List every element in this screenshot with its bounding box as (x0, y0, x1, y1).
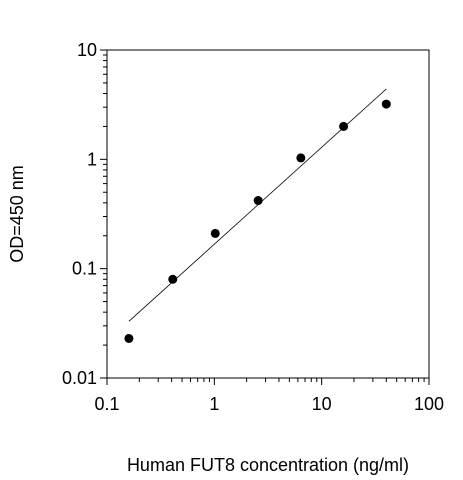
fit-line (128, 88, 387, 322)
data-point (381, 99, 391, 109)
data-point (339, 121, 349, 131)
x-tick-label: 10 (312, 394, 332, 414)
x-axis-label: Human FUT8 concentration (ng/ml) (127, 455, 409, 475)
y-tick-label: 1 (87, 149, 97, 169)
x-tick-label: 100 (414, 394, 444, 414)
plot-frame (106, 49, 430, 379)
data-point (210, 228, 220, 238)
fit-line-group (128, 88, 387, 322)
y-axis-label: OD=450 nm (7, 165, 27, 263)
y-tick-label: 0.1 (72, 259, 97, 279)
x-axis-ticks: 0.1 1 10 100 (94, 378, 444, 414)
y-axis-ticks: 0.01 0.1 1 10 (62, 40, 107, 388)
data-point (124, 333, 134, 343)
y-tick-label: 0.01 (62, 368, 97, 388)
x-tick-label: 0.1 (94, 394, 119, 414)
y-tick-label: 10 (77, 40, 97, 60)
data-point (296, 153, 306, 163)
x-tick-label: 1 (209, 394, 219, 414)
data-point (253, 196, 263, 206)
data-points (124, 99, 391, 343)
data-point (168, 274, 178, 284)
